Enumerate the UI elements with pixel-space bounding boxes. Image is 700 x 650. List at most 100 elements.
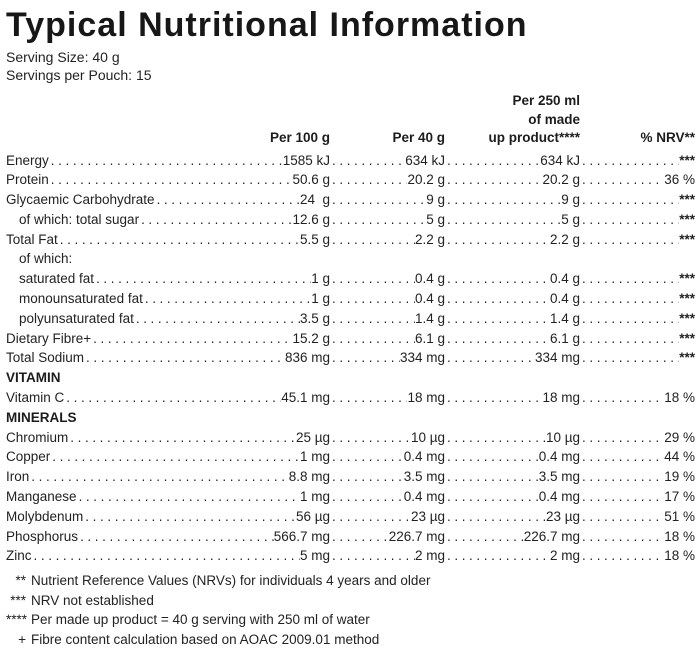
dot-leader xyxy=(50,447,300,467)
row-value-per-40g: 0.4 g xyxy=(414,271,445,287)
section-header-row: VITAMIN xyxy=(6,368,695,388)
row-segment-per-250ml: 0.4 mg xyxy=(445,447,580,467)
row-segment-per-40g: 0.4 g xyxy=(330,269,445,289)
row-segment-nrv: *** xyxy=(580,210,695,230)
row-value-per-250ml: 10 µg xyxy=(545,429,580,445)
dot-leader xyxy=(580,348,679,368)
section-header-row: MINERALS xyxy=(6,408,695,428)
row-label: Zinc xyxy=(6,548,32,564)
table-row: monounsaturated fat 1 g 0.4 g 0.4 g *** xyxy=(6,289,695,309)
row-value-per-100g: 1 g xyxy=(311,291,330,307)
dot-leader xyxy=(29,467,288,487)
row-value-per-40g: 9 g xyxy=(426,192,445,208)
row-segment-per-100g: 45.1 mg xyxy=(64,388,330,408)
row-value-nrv: 19 % xyxy=(664,469,695,485)
dot-leader xyxy=(445,487,539,507)
row-value-per-40g: 0.4 g xyxy=(414,291,445,307)
column-header-per-250ml-line2: of made xyxy=(528,111,580,127)
row-value-nrv: *** xyxy=(679,271,695,287)
dot-leader xyxy=(139,210,292,230)
dot-leader xyxy=(134,309,300,329)
row-segment-nrv: *** xyxy=(580,269,695,289)
footnote-marker: + xyxy=(18,631,26,647)
table-row: polyunsaturated fat 3.5 g 1.4 g 1.4 g *** xyxy=(6,309,695,329)
row-label: Copper xyxy=(6,449,51,465)
footnote-marker: *** xyxy=(10,592,26,608)
row-segment-per-100g: 1 mg xyxy=(50,447,330,467)
row-label: VITAMIN xyxy=(6,370,61,386)
dot-leader xyxy=(68,428,296,448)
row-segment-per-100g: 1 g xyxy=(94,269,330,289)
row-value-per-100g: 8.8 mg xyxy=(288,469,330,485)
dot-leader xyxy=(445,230,550,250)
row-segment-per-250ml: 20.2 g xyxy=(445,170,580,190)
dot-leader xyxy=(330,151,405,171)
dot-leader xyxy=(445,348,535,368)
row-segment-per-40g: 1.4 g xyxy=(330,309,445,329)
serving-size: Serving Size: 40 g xyxy=(6,49,120,65)
row-segment-per-250ml: 10 µg xyxy=(445,428,580,448)
dot-leader xyxy=(445,170,542,190)
row-value-per-40g: 18 mg xyxy=(407,390,445,406)
dot-leader xyxy=(49,170,293,190)
footnote: **** Per made up product = 40 g serving w… xyxy=(6,610,695,630)
row-segment-per-40g: 9 g xyxy=(330,190,445,210)
row-segment-per-40g: 20.2 g xyxy=(330,170,445,190)
dot-leader xyxy=(330,210,426,230)
row-segment-nrv: *** xyxy=(580,230,695,250)
dot-leader xyxy=(330,487,404,507)
dot-leader xyxy=(330,546,415,566)
row-value-per-100g: 5 mg xyxy=(299,548,330,564)
dot-leader xyxy=(580,190,679,210)
row-value-per-40g: 334 mg xyxy=(399,350,445,366)
row-segment-per-100g: 15.2 g xyxy=(91,329,330,349)
row-value-per-100g: 12.6 g xyxy=(292,211,330,227)
dot-leader xyxy=(580,210,679,230)
row-segment-per-100g: 5 mg xyxy=(32,546,330,566)
dot-leader xyxy=(445,546,550,566)
row-segment-per-100g: 1 mg xyxy=(77,487,330,507)
row-segment-per-100g: 12.6 g xyxy=(139,210,330,230)
row-segment-nrv: 36 % xyxy=(580,170,695,190)
dot-leader xyxy=(330,428,411,448)
row-segment-nrv: 18 % xyxy=(580,527,695,547)
table-row: Dietary Fibre+ 15.2 g 6.1 g 6.1 g *** xyxy=(6,329,695,349)
dot-leader xyxy=(445,447,539,467)
table-row: Phosphorus 566.7 mg 226.7 mg 226.7 mg 18 % xyxy=(6,527,695,547)
row-value-per-100g: 45.1 mg xyxy=(281,390,330,406)
row-segment-per-250ml: 2 mg xyxy=(445,546,580,566)
row-label: MINERALS xyxy=(6,409,77,425)
row-label: Manganese xyxy=(6,489,77,505)
footnote-marker: **** xyxy=(6,612,28,628)
row-segment-per-250ml: 0.4 g xyxy=(445,289,580,309)
table-row: Energy 1585 kJ 634 kJ 634 kJ *** xyxy=(6,151,695,171)
row-value-per-100g: 566.7 mg xyxy=(273,528,330,544)
row-segment-per-40g: 3.5 mg xyxy=(330,467,445,487)
dot-leader xyxy=(445,428,546,448)
table-row: Copper 1 mg 0.4 mg 0.4 mg 44 % xyxy=(6,447,695,467)
row-label: polyunsaturated fat xyxy=(19,310,134,326)
row-value-per-250ml: 5 g xyxy=(561,211,580,227)
row-segment-per-40g: 2 mg xyxy=(330,546,445,566)
dot-leader xyxy=(580,269,679,289)
row-segment-per-100g: 56 µg xyxy=(83,507,330,527)
dot-leader xyxy=(580,170,664,190)
row-value-nrv: 36 % xyxy=(664,172,695,188)
table-row: Chromium 25 µg 10 µg 10 µg 29 % xyxy=(6,428,695,448)
table-row: Molybdenum 56 µg 23 µg 23 µg 51 % xyxy=(6,507,695,527)
row-value-per-250ml: 226.7 mg xyxy=(523,528,580,544)
row-value-nrv: *** xyxy=(679,291,695,307)
dot-leader xyxy=(77,487,300,507)
dot-leader xyxy=(330,527,389,547)
row-segment-per-250ml: 6.1 g xyxy=(445,329,580,349)
dot-leader xyxy=(445,507,546,527)
row-segment-nrv: *** xyxy=(580,151,695,171)
row-segment-per-250ml: 3.5 mg xyxy=(445,467,580,487)
table-header-row: Per 100 g Per 40 g Per 250 ml of made up… xyxy=(6,92,695,148)
row-value-nrv: 18 % xyxy=(664,390,695,406)
dot-leader xyxy=(580,527,664,547)
row-value-per-100g: 3.5 g xyxy=(299,310,330,326)
row-segment-per-250ml: 23 µg xyxy=(445,507,580,527)
row-label: Energy xyxy=(6,152,49,168)
row-segment-per-250ml: 2.2 g xyxy=(445,230,580,250)
